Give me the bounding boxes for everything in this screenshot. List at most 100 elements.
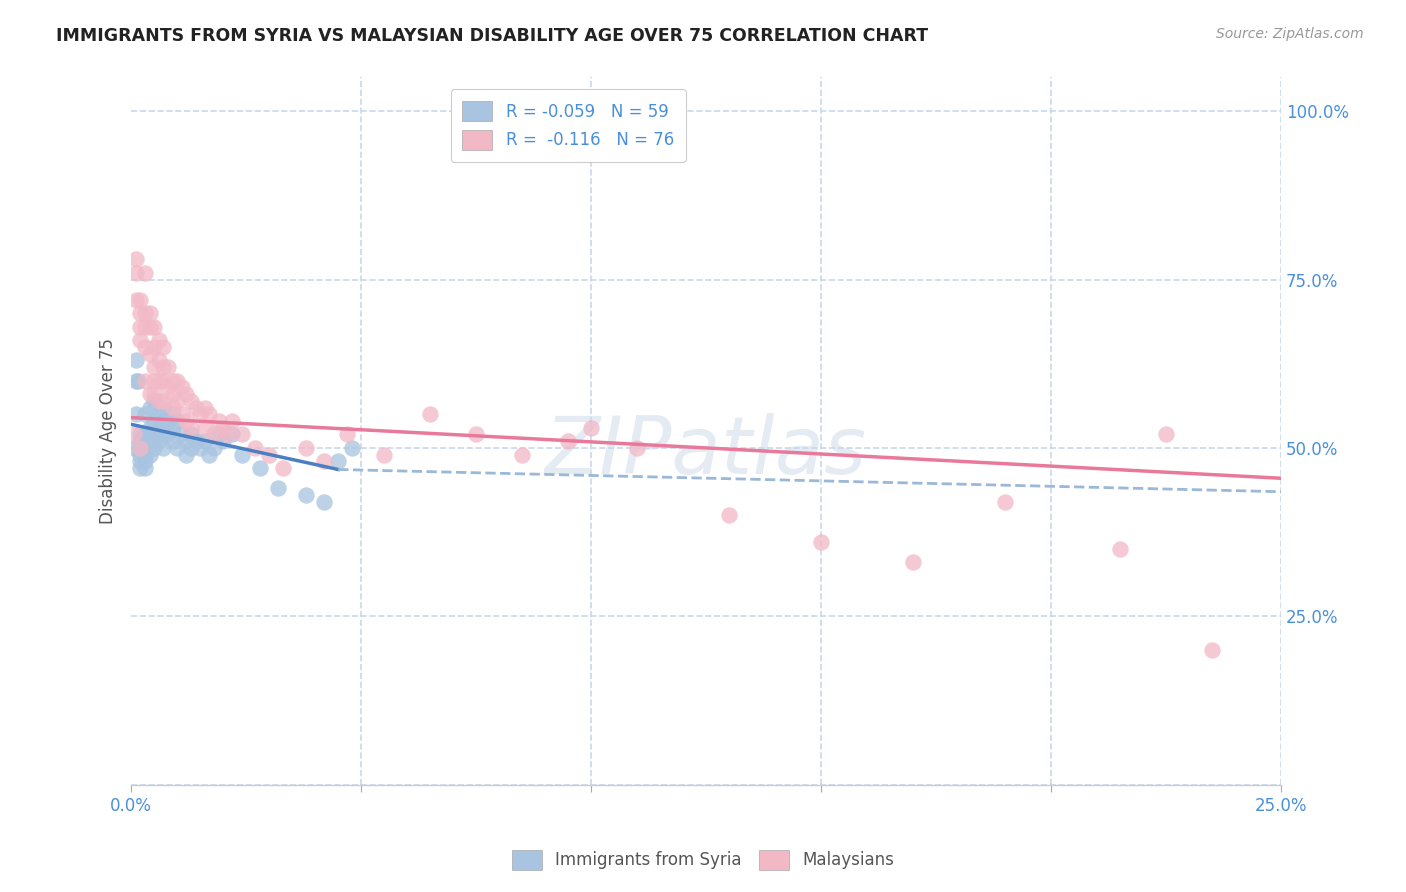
Point xyxy=(510,448,533,462)
Point xyxy=(129,434,152,449)
Point xyxy=(267,481,290,495)
Point xyxy=(148,374,170,388)
Point xyxy=(170,380,193,394)
Point xyxy=(557,434,579,449)
Point xyxy=(157,380,180,394)
Point xyxy=(176,448,198,462)
Point xyxy=(180,393,202,408)
Point xyxy=(143,387,166,401)
Point xyxy=(148,353,170,368)
Point xyxy=(138,319,160,334)
Point xyxy=(176,434,198,449)
Point xyxy=(626,441,648,455)
Point xyxy=(162,407,184,421)
Point xyxy=(157,414,180,428)
Point xyxy=(138,401,160,415)
Point xyxy=(166,393,188,408)
Point xyxy=(125,293,148,307)
Point xyxy=(314,454,336,468)
Point xyxy=(162,387,184,401)
Point xyxy=(129,441,152,455)
Point xyxy=(138,434,160,449)
Point xyxy=(129,319,152,334)
Point xyxy=(194,421,217,435)
Point xyxy=(143,393,166,408)
Point xyxy=(143,427,166,442)
Point xyxy=(271,461,294,475)
Point xyxy=(134,448,156,462)
Point xyxy=(152,360,174,375)
Point xyxy=(166,374,188,388)
Point xyxy=(207,414,229,428)
Point xyxy=(134,454,156,468)
Point xyxy=(162,434,184,449)
Point xyxy=(152,441,174,455)
Point xyxy=(1201,643,1223,657)
Point xyxy=(143,441,166,455)
Point xyxy=(184,401,207,415)
Text: IMMIGRANTS FROM SYRIA VS MALAYSIAN DISABILITY AGE OVER 75 CORRELATION CHART: IMMIGRANTS FROM SYRIA VS MALAYSIAN DISAB… xyxy=(56,27,928,45)
Point xyxy=(1109,541,1132,556)
Point xyxy=(129,448,152,462)
Point xyxy=(249,461,271,475)
Point xyxy=(994,495,1017,509)
Point xyxy=(134,306,156,320)
Point xyxy=(129,333,152,347)
Point xyxy=(198,448,221,462)
Point xyxy=(134,266,156,280)
Point xyxy=(129,293,152,307)
Point xyxy=(129,306,152,320)
Point xyxy=(176,387,198,401)
Point xyxy=(134,374,156,388)
Point xyxy=(207,427,229,442)
Point xyxy=(122,441,145,455)
Point xyxy=(336,427,359,442)
Point xyxy=(148,333,170,347)
Point xyxy=(125,374,148,388)
Text: Source: ZipAtlas.com: Source: ZipAtlas.com xyxy=(1216,27,1364,41)
Legend: Immigrants from Syria, Malaysians: Immigrants from Syria, Malaysians xyxy=(506,843,900,877)
Point xyxy=(373,448,395,462)
Point xyxy=(129,461,152,475)
Point xyxy=(152,414,174,428)
Point xyxy=(188,407,211,421)
Point xyxy=(134,461,156,475)
Point xyxy=(152,340,174,354)
Point xyxy=(810,535,832,549)
Point xyxy=(231,448,253,462)
Point xyxy=(184,434,207,449)
Point xyxy=(122,427,145,442)
Point xyxy=(188,441,211,455)
Point xyxy=(152,401,174,415)
Point xyxy=(257,448,280,462)
Point xyxy=(138,346,160,360)
Point xyxy=(212,421,235,435)
Point xyxy=(148,421,170,435)
Point xyxy=(134,427,156,442)
Point xyxy=(125,266,148,280)
Text: ZIPatlas: ZIPatlas xyxy=(546,413,868,491)
Point xyxy=(138,306,160,320)
Point xyxy=(176,414,198,428)
Point xyxy=(138,387,160,401)
Point xyxy=(162,421,184,435)
Point xyxy=(180,421,202,435)
Point xyxy=(202,441,225,455)
Point xyxy=(148,393,170,408)
Point xyxy=(221,427,243,442)
Point xyxy=(152,393,174,408)
Point xyxy=(419,407,441,421)
Point xyxy=(194,434,217,449)
Point xyxy=(134,319,156,334)
Point xyxy=(134,441,156,455)
Point xyxy=(231,427,253,442)
Point xyxy=(143,374,166,388)
Point xyxy=(579,421,602,435)
Point xyxy=(143,340,166,354)
Point xyxy=(148,434,170,449)
Point xyxy=(157,427,180,442)
Point xyxy=(127,374,149,388)
Point xyxy=(166,414,188,428)
Point xyxy=(245,441,267,455)
Point xyxy=(170,407,193,421)
